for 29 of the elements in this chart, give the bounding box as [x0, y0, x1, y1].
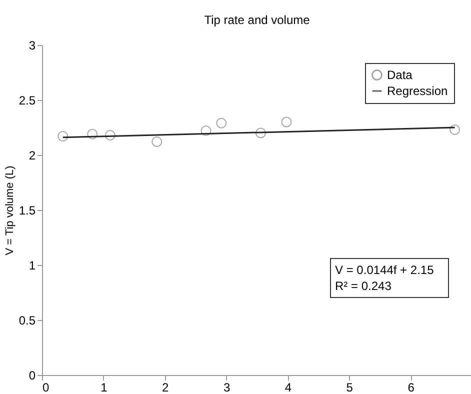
- y-tick-label: 0.5: [18, 314, 36, 328]
- point: [255, 128, 266, 138]
- x-tick-label: 5: [346, 380, 354, 394]
- y-tick-label: 1: [28, 258, 36, 272]
- point: [450, 124, 460, 135]
- y-tick-label: 0: [28, 368, 36, 382]
- annotation: V = 0.0144f + 2.15: [335, 262, 434, 278]
- chart-title: Tip rate and volume: [204, 13, 310, 27]
- y-tick-label: 1.5: [18, 204, 36, 218]
- point: [58, 131, 68, 142]
- y-tick-label: 3: [28, 38, 36, 52]
- x-tick-label: 2: [162, 380, 170, 394]
- point: [216, 118, 227, 128]
- point: [200, 126, 212, 136]
- x-tick-label: 4: [284, 380, 292, 394]
- legend-label: Data: [387, 68, 413, 82]
- x-tick-label: 6: [408, 380, 415, 394]
- point: [104, 130, 116, 140]
- y-axis-title: V = Tip volume (L): [4, 166, 16, 256]
- annotation: R² = 0.243: [335, 278, 392, 294]
- x-tick-label: 0: [42, 380, 50, 394]
- y-tick-label: 2.5: [18, 94, 36, 108]
- x-tick-label: 1: [100, 380, 108, 394]
- y-tick-label: 2: [28, 148, 36, 162]
- x-tick-label: 3: [223, 380, 230, 394]
- legend-label: Regression: [387, 84, 448, 98]
- point: [152, 136, 162, 148]
- point: [87, 128, 98, 140]
- point: [281, 116, 292, 128]
